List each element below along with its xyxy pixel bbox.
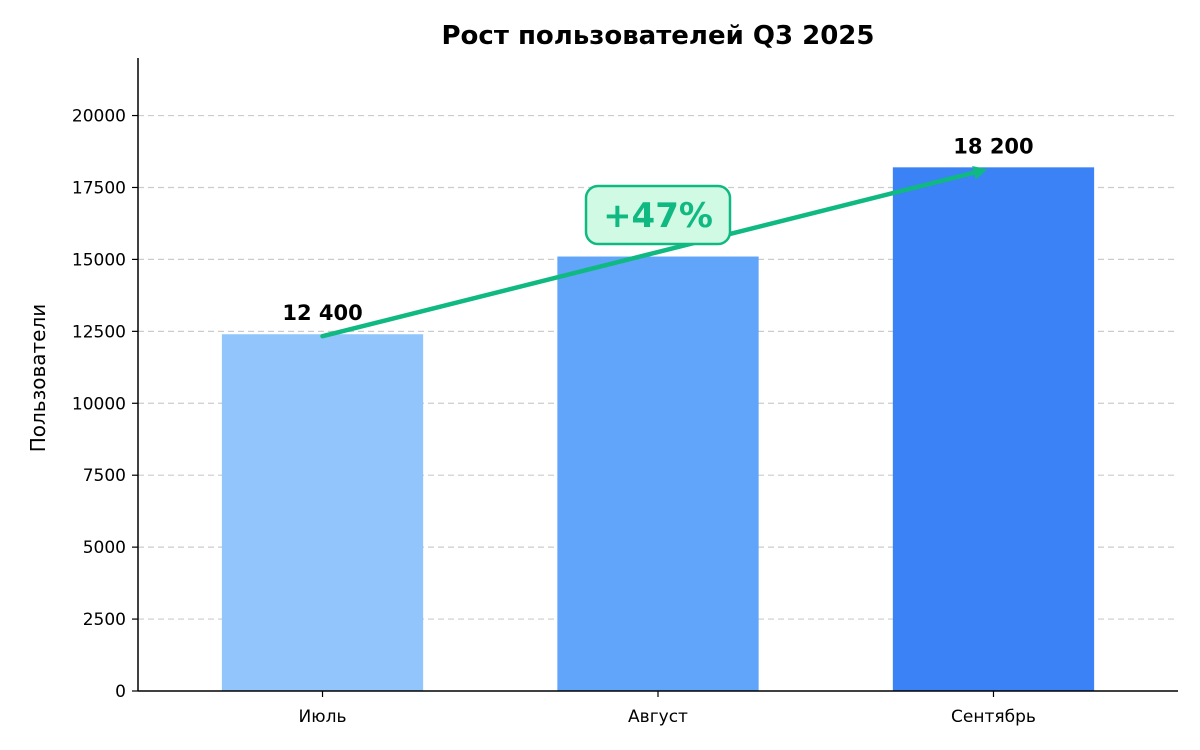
growth-annotation: +47% — [320, 165, 988, 339]
growth-arrow-line — [320, 170, 977, 339]
y-tick-label: 2500 — [83, 610, 126, 630]
y-tick-label: 12500 — [72, 322, 126, 342]
y-tick-label: 17500 — [72, 178, 126, 198]
y-tick-label: 7500 — [83, 466, 126, 486]
bar-2 — [557, 256, 759, 691]
data-label: 12 400 — [282, 301, 362, 325]
y-axis-label: Пользователи — [26, 304, 50, 453]
bar-1 — [221, 334, 424, 691]
data-label: 18 200 — [953, 134, 1033, 158]
y-tick-label: 10000 — [72, 394, 126, 414]
y-tick-label: 20000 — [72, 107, 126, 127]
x-tick-label: Июль — [299, 707, 347, 727]
x-tick-label: Август — [628, 707, 688, 727]
growth-arrow-head — [972, 165, 988, 180]
growth-badge — [584, 184, 732, 246]
y-tick-label: 5000 — [83, 538, 126, 558]
y-tick-label: 0 — [115, 682, 126, 702]
data-labels: 12 400 18 200 — [282, 134, 1033, 325]
bar-3 — [892, 167, 1095, 691]
y-tick-label: 15000 — [72, 250, 126, 270]
growth-badge-text: +47% — [603, 196, 713, 236]
x-tick-label: Сентябрь — [951, 707, 1036, 727]
chart-title: Рост пользователей Q3 2025 — [442, 21, 875, 51]
ticks: 0 2500 5000 7500 10000 12500 15000 17500 20000 Ию… — [72, 107, 1036, 727]
bars — [221, 167, 1095, 691]
